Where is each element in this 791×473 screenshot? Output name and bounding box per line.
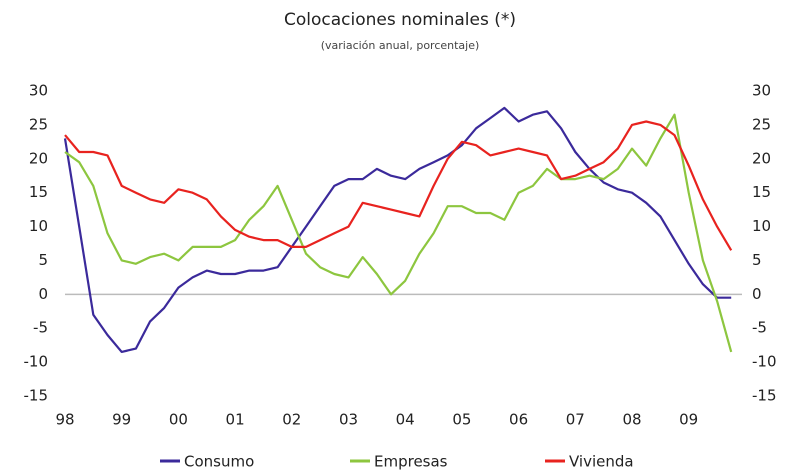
y2-tick-label: -10 bbox=[752, 353, 777, 371]
series-line bbox=[63, 106, 732, 353]
series-line bbox=[64, 120, 733, 251]
y-tick-label: 30 bbox=[29, 82, 48, 100]
legend-label: Vivienda bbox=[569, 453, 634, 471]
y2-tick-label: 5 bbox=[752, 251, 762, 269]
y2-tick-label: 10 bbox=[752, 217, 771, 235]
x-tick-label: 07 bbox=[566, 411, 585, 429]
y2-tick-label: 0 bbox=[752, 285, 762, 303]
y-tick-label: -10 bbox=[24, 353, 49, 371]
x-tick-label: 98 bbox=[55, 411, 74, 429]
y-tick-label: -5 bbox=[33, 319, 48, 337]
legend-label: Empresas bbox=[374, 453, 448, 471]
x-tick-label: 00 bbox=[169, 411, 188, 429]
y-tick-label: 10 bbox=[29, 217, 48, 235]
y-tick-label: 0 bbox=[38, 285, 48, 303]
y-tick-label: 5 bbox=[38, 251, 48, 269]
legend-label: Consumo bbox=[184, 453, 254, 471]
x-tick-label: 06 bbox=[509, 411, 528, 429]
x-tick-label: 99 bbox=[112, 411, 131, 429]
x-tick-label: 05 bbox=[452, 411, 471, 429]
x-tick-label: 08 bbox=[622, 411, 641, 429]
y2-tick-label: 20 bbox=[752, 149, 771, 167]
x-tick-label: 02 bbox=[282, 411, 301, 429]
y2-tick-label: -5 bbox=[752, 319, 767, 337]
x-tick-label: 01 bbox=[226, 411, 245, 429]
chart-subtitle: (variación anual, porcentaje) bbox=[321, 39, 480, 52]
y2-tick-label: 25 bbox=[752, 115, 771, 133]
y2-tick-label: 15 bbox=[752, 183, 771, 201]
y-tick-label: 15 bbox=[29, 183, 48, 201]
y2-tick-label: 30 bbox=[752, 82, 771, 100]
y-tick-label: -15 bbox=[24, 387, 49, 405]
x-tick-label: 04 bbox=[396, 411, 415, 429]
y-tick-label: 20 bbox=[29, 149, 48, 167]
x-tick-label: 03 bbox=[339, 411, 358, 429]
y-tick-label: 25 bbox=[29, 115, 48, 133]
y2-tick-label: -15 bbox=[752, 387, 777, 405]
chart-title: Colocaciones nominales (*) bbox=[284, 10, 516, 30]
x-tick-label: 09 bbox=[679, 411, 698, 429]
series-line bbox=[64, 113, 733, 353]
